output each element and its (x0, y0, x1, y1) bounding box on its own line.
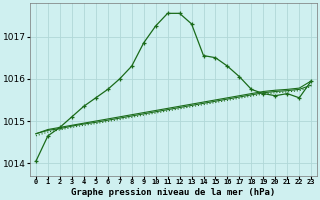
X-axis label: Graphe pression niveau de la mer (hPa): Graphe pression niveau de la mer (hPa) (71, 188, 276, 197)
